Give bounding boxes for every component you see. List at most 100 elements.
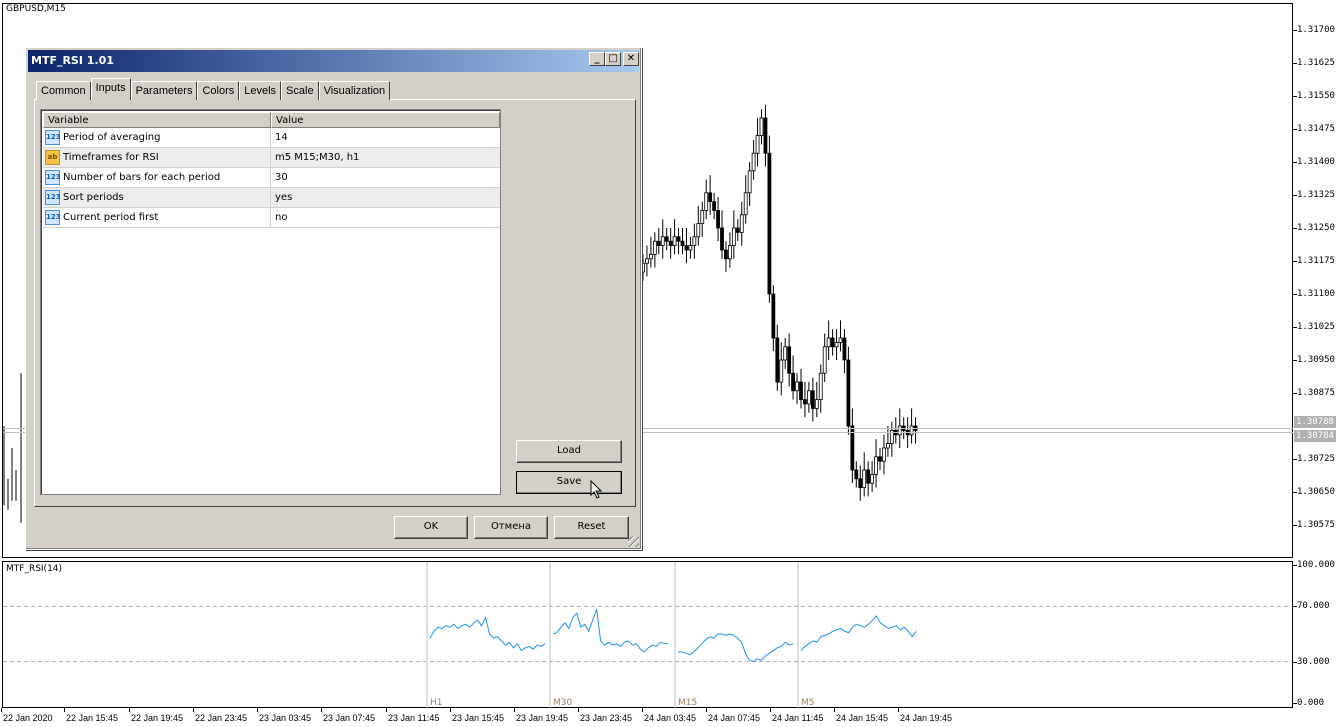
time-tick — [578, 708, 579, 712]
price-label: 1.30950 — [1297, 355, 1335, 365]
price-tick — [1293, 162, 1297, 163]
time-label: 23 Jan 03:45 — [259, 713, 312, 723]
dialog-title-bar[interactable]: MTF_RSI 1.01 — [28, 50, 639, 72]
variable-value[interactable]: 30 — [275, 172, 288, 183]
candle — [886, 426, 890, 457]
input-row[interactable]: 123 Number of bars for each period 30 — [43, 168, 500, 188]
time-label: 23 Jan 07:45 — [323, 713, 376, 723]
candle — [731, 210, 736, 259]
variable-value[interactable]: yes — [275, 192, 293, 203]
minimize-button[interactable]: _ — [589, 52, 605, 66]
price-label: 1.31400 — [1297, 157, 1335, 167]
time-label: 24 Jan 19:45 — [900, 713, 953, 723]
price-tick — [1293, 228, 1297, 229]
candle — [652, 232, 657, 268]
time-tick — [642, 708, 643, 712]
time-label: 24 Jan 07:45 — [708, 713, 761, 723]
time-label: 23 Jan 11:45 — [388, 713, 440, 723]
candle — [751, 140, 756, 180]
tab-inputs[interactable]: Inputs — [90, 78, 131, 100]
candle — [680, 228, 685, 255]
candle — [668, 228, 673, 259]
price-chart[interactable] — [2, 3, 1293, 558]
level-label: 0.000 — [1297, 698, 1325, 708]
variable-value[interactable]: 14 — [275, 132, 288, 143]
candle — [799, 368, 803, 409]
price-label: 1.31325 — [1297, 190, 1335, 200]
price-tick — [1293, 96, 1297, 97]
time-tick — [321, 708, 322, 712]
candle — [830, 329, 835, 356]
time-tick — [834, 708, 835, 712]
price-tick — [1293, 525, 1297, 526]
candle — [767, 135, 772, 303]
tab-colors[interactable]: Colors — [197, 81, 240, 100]
candle — [700, 201, 705, 237]
price-label: 1.30875 — [1297, 388, 1335, 398]
candle — [814, 382, 819, 418]
price-tick — [1293, 327, 1297, 328]
variable-value[interactable]: no — [275, 212, 288, 223]
close-button[interactable]: ✕ — [623, 52, 639, 66]
variable-value[interactable]: m5 M15;M30, h1 — [275, 152, 360, 163]
variable-name: Number of bars for each period — [63, 172, 221, 183]
input-row[interactable]: 123 Period of averaging 14 — [43, 128, 500, 148]
inputs-table[interactable]: Variable Value 123 Period of averaging 1… — [40, 109, 501, 495]
tab-common[interactable]: Common — [36, 81, 91, 100]
resize-grip[interactable] — [628, 536, 639, 547]
period-label: M30 — [553, 698, 572, 708]
indicator-subwindow[interactable] — [2, 561, 1293, 708]
time-tick — [257, 708, 258, 712]
input-row[interactable]: 123 Sort periods yes — [43, 188, 500, 208]
bid-line — [3, 428, 1293, 429]
price-tick — [1293, 195, 1297, 196]
level-label: 30.000 — [1297, 656, 1330, 667]
candle — [834, 329, 839, 360]
candlestick-series — [3, 104, 918, 523]
bid-price-tag: 1.30788 — [1294, 416, 1336, 428]
time-label: 22 Jan 15:45 — [66, 713, 119, 723]
price-label: 1.30650 — [1297, 487, 1335, 497]
tab-visualization[interactable]: Visualization — [318, 81, 391, 100]
column-header-value[interactable]: Value — [271, 112, 500, 128]
input-row[interactable]: ab Timeframes for RSI m5 M15;M30, h1 — [43, 148, 500, 168]
cancel-button[interactable]: Отмена — [474, 516, 548, 539]
save-button[interactable]: Save — [516, 471, 622, 494]
period-label: H1 — [430, 698, 443, 708]
candle — [747, 162, 752, 206]
load-button[interactable]: Load — [516, 440, 622, 463]
reset-button[interactable]: Reset — [554, 516, 629, 539]
tab-levels[interactable]: Levels — [239, 81, 282, 100]
indicator-properties-dialog: MTF_RSI 1.01 _ □ ✕ Common Inputs Parameter… — [25, 47, 642, 550]
level-label: 70.000 — [1297, 601, 1330, 612]
period-label: M15 — [678, 698, 697, 708]
candle — [882, 434, 886, 475]
price-label: 1.31625 — [1297, 58, 1335, 68]
input-row[interactable]: 123 Current period first no — [43, 208, 500, 228]
time-tick — [386, 708, 387, 712]
time-label: 24 Jan 15:45 — [836, 713, 889, 723]
candle — [696, 206, 701, 246]
column-header-variable[interactable]: Variable — [43, 112, 271, 128]
time-tick — [1, 708, 2, 712]
price-tick — [1293, 63, 1297, 64]
ok-button[interactable]: OK — [394, 516, 468, 539]
maximize-button[interactable]: □ — [605, 52, 621, 66]
candle — [779, 342, 784, 396]
candle — [846, 346, 851, 435]
candle — [795, 373, 799, 404]
candle — [810, 377, 815, 422]
time-label: 23 Jan 23:45 — [580, 713, 633, 723]
candle — [826, 320, 831, 360]
tab-scale[interactable]: Scale — [281, 81, 319, 100]
candle — [889, 421, 894, 457]
string-type-icon: ab — [45, 150, 60, 165]
column-divider — [270, 128, 271, 228]
variable-name: Sort periods — [63, 192, 124, 203]
candle — [822, 333, 827, 382]
price-tick — [1293, 492, 1297, 493]
tab-parameters[interactable]: Parameters — [130, 81, 198, 100]
price-label: 1.31250 — [1297, 223, 1335, 233]
candle — [870, 461, 874, 492]
price-tick — [1293, 393, 1297, 394]
